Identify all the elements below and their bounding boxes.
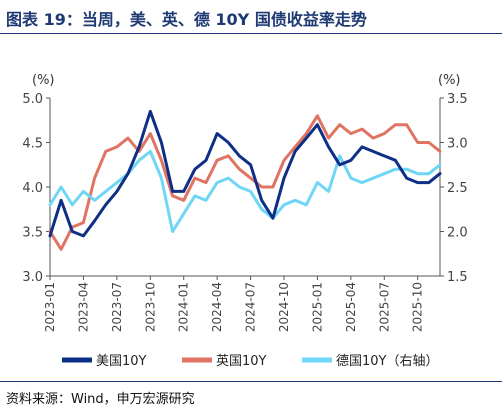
x-tick-label: 2023-04 — [76, 282, 90, 332]
series-line-2 — [48, 114, 442, 251]
left-tick-label: 4.0 — [22, 181, 43, 196]
legend: 美国10Y 英国10Y 德国10Y（右轴） — [62, 354, 438, 369]
right-tick-label: 2.0 — [447, 226, 468, 241]
x-tick-label: 2023-07 — [110, 282, 124, 332]
right-tick-label: 3.5 — [447, 92, 468, 107]
legend-label-2: 英国10Y — [216, 354, 267, 369]
x-tick-label: 2025-07 — [377, 282, 391, 332]
left-axis-unit: (%) — [32, 73, 55, 88]
x-tick-label: 2023-01 — [43, 282, 57, 332]
chart-title: 图表 19：当周，美、英、德 10Y 国债收益率走势 — [6, 10, 367, 29]
left-tick-label: 4.5 — [22, 137, 43, 152]
x-tick-label: 2025-10 — [411, 282, 425, 332]
right-tick-label: 2.5 — [447, 181, 468, 196]
x-tick-label: 2024-10 — [277, 282, 291, 332]
yield-line-chart: (%) (%) 3.0 3.5 4.0 4.5 5.0 1.5 2.0 2.5 3.0 3.5 2023… — [22, 73, 467, 369]
x-tick-label: 2024-04 — [210, 282, 224, 332]
left-tick-label: 3.0 — [22, 270, 43, 285]
left-tick-label: 3.5 — [22, 226, 43, 241]
legend-label-3: 德国10Y（右轴） — [336, 354, 438, 369]
source-note: 资料来源：Wind，申万宏源研究 — [6, 392, 195, 407]
right-tick-label: 1.5 — [447, 270, 468, 285]
x-tick-label: 2025-01 — [310, 282, 324, 332]
x-tick-label: 2023-10 — [143, 282, 157, 332]
title-divider — [0, 33, 502, 34]
series-line-1 — [48, 109, 442, 238]
right-tick-label: 3.0 — [447, 137, 468, 152]
series-lines — [48, 109, 442, 251]
legend-label-1: 美国10Y — [96, 354, 147, 369]
axes: (%) (%) 3.0 3.5 4.0 4.5 5.0 1.5 2.0 2.5 3.0 3.5 2023… — [22, 73, 467, 332]
right-axis-unit: (%) — [438, 73, 461, 88]
series-line-3 — [48, 149, 442, 233]
x-tick-label: 2024-01 — [177, 282, 191, 332]
left-tick-label: 5.0 — [22, 92, 43, 107]
x-tick-label: 2024-07 — [244, 282, 258, 332]
footer-divider — [0, 381, 502, 382]
x-tick-label: 2025-04 — [344, 282, 358, 332]
